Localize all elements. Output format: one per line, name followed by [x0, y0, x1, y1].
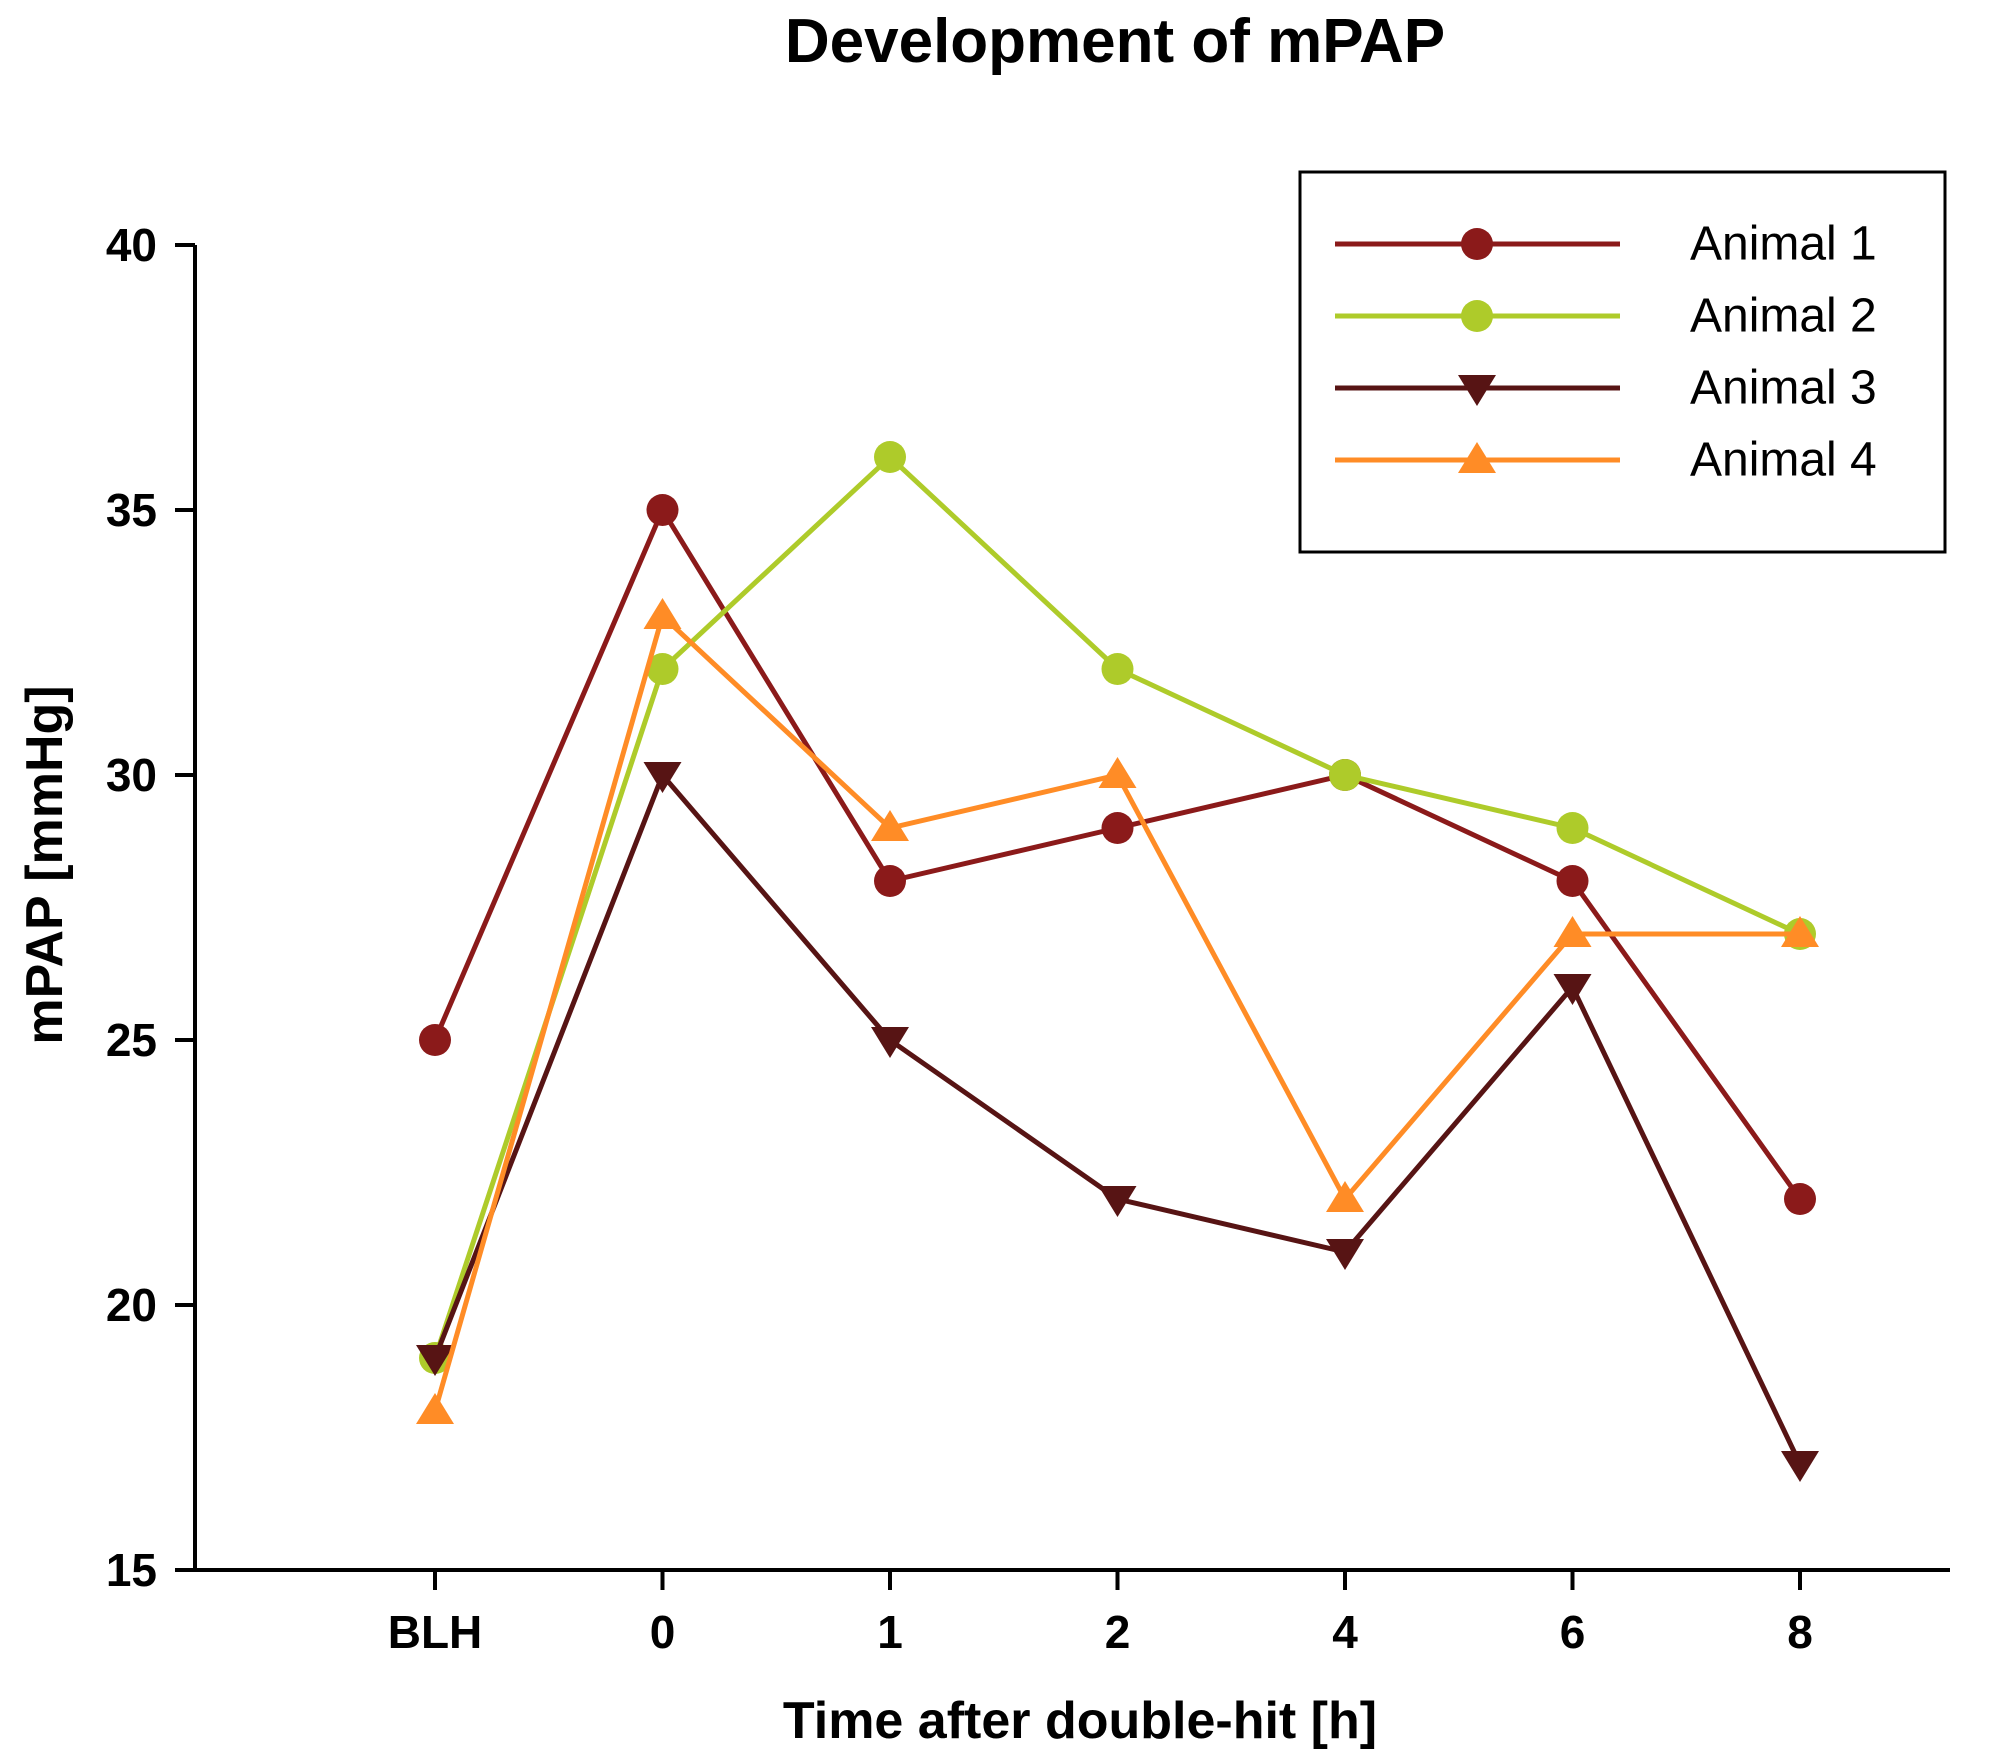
animal-4-marker — [643, 598, 682, 629]
legend-item-animal-4: Animal 4 — [1335, 434, 1877, 487]
animal-3-marker — [1553, 974, 1592, 1005]
y-tick-label: 35 — [106, 484, 157, 536]
x-tick-label: 8 — [1787, 1606, 1813, 1658]
animal-2-marker — [1556, 812, 1589, 844]
legend-marker-animal-1 — [1461, 228, 1493, 260]
animal-4-marker — [871, 810, 909, 841]
animal-3-line — [432, 770, 1803, 1466]
series-layer — [416, 441, 1819, 1482]
animal-1-marker — [1101, 812, 1134, 844]
animal-3-marker — [871, 1027, 909, 1058]
x-axis-label: Time after double-hit [h] — [783, 1692, 1377, 1750]
animal-1-line — [432, 504, 1803, 1201]
animal-4-marker — [1326, 1181, 1364, 1212]
animal-4-marker — [1553, 916, 1592, 947]
animal-4-marker — [1098, 757, 1137, 788]
animal-3-marker — [643, 762, 682, 793]
legend-box — [1298, 170, 1947, 554]
legend-label-animal-4: Animal 4 — [1690, 434, 1877, 487]
animal-2-marker — [1101, 653, 1134, 685]
animal-3-marker — [1098, 1186, 1137, 1217]
animal-3-marker — [1326, 1239, 1364, 1270]
x-tick-label: 6 — [1560, 1606, 1586, 1658]
x-tick-label: 1 — [877, 1606, 903, 1658]
animal-2-marker — [1329, 759, 1361, 791]
animal-4-marker — [1781, 916, 1819, 947]
legend-marker-animal-2 — [1461, 300, 1493, 332]
x-tick-label: 0 — [650, 1606, 676, 1658]
x-tick-label: BLH — [388, 1606, 483, 1658]
animal-1-marker — [419, 1024, 451, 1056]
legend-item-animal-2: Animal 2 — [1335, 290, 1877, 343]
y-tick-label: 25 — [106, 1014, 157, 1066]
legend-label-animal-1: Animal 1 — [1690, 218, 1877, 271]
y-tick-label: 20 — [106, 1279, 157, 1331]
animal-1-marker — [1556, 865, 1589, 897]
y-tick-label: 15 — [106, 1544, 157, 1596]
legend-label-animal-3: Animal 3 — [1690, 362, 1877, 415]
legend-marker-animal-4 — [1458, 442, 1496, 473]
y-tick-label: 30 — [106, 749, 157, 801]
animal-2-line — [432, 453, 1802, 1359]
animal-1-marker — [646, 494, 679, 526]
animal-4-marker — [416, 1393, 454, 1424]
legend-marker-animal-3 — [1458, 375, 1496, 406]
legend-label-animal-2: Animal 2 — [1690, 290, 1877, 343]
x-tick-label: 2 — [1105, 1606, 1131, 1658]
y-tick-label: 40 — [106, 219, 157, 271]
chart-title: Development of mPAP — [785, 7, 1445, 76]
x-tick-label: 4 — [1332, 1606, 1358, 1658]
legend-item-animal-1: Animal 1 — [1335, 218, 1877, 271]
animal-1-marker — [874, 865, 906, 897]
y-axis-label: mPAP [mmHg] — [16, 685, 74, 1044]
axes-layer: 15 20 25 30 35 40 BLH 0 1 2 4 6 8 — [106, 219, 1950, 1658]
legend: Animal 1 Animal 2 Animal 3 Animal 4 — [1298, 170, 1947, 554]
animal-2-marker — [646, 653, 679, 685]
animal-3-marker — [416, 1345, 454, 1376]
animal-2-marker — [874, 441, 906, 473]
legend-item-animal-3: Animal 3 — [1335, 362, 1877, 415]
animal-1-marker — [1784, 1183, 1816, 1215]
animal-3-marker — [1781, 1451, 1819, 1482]
